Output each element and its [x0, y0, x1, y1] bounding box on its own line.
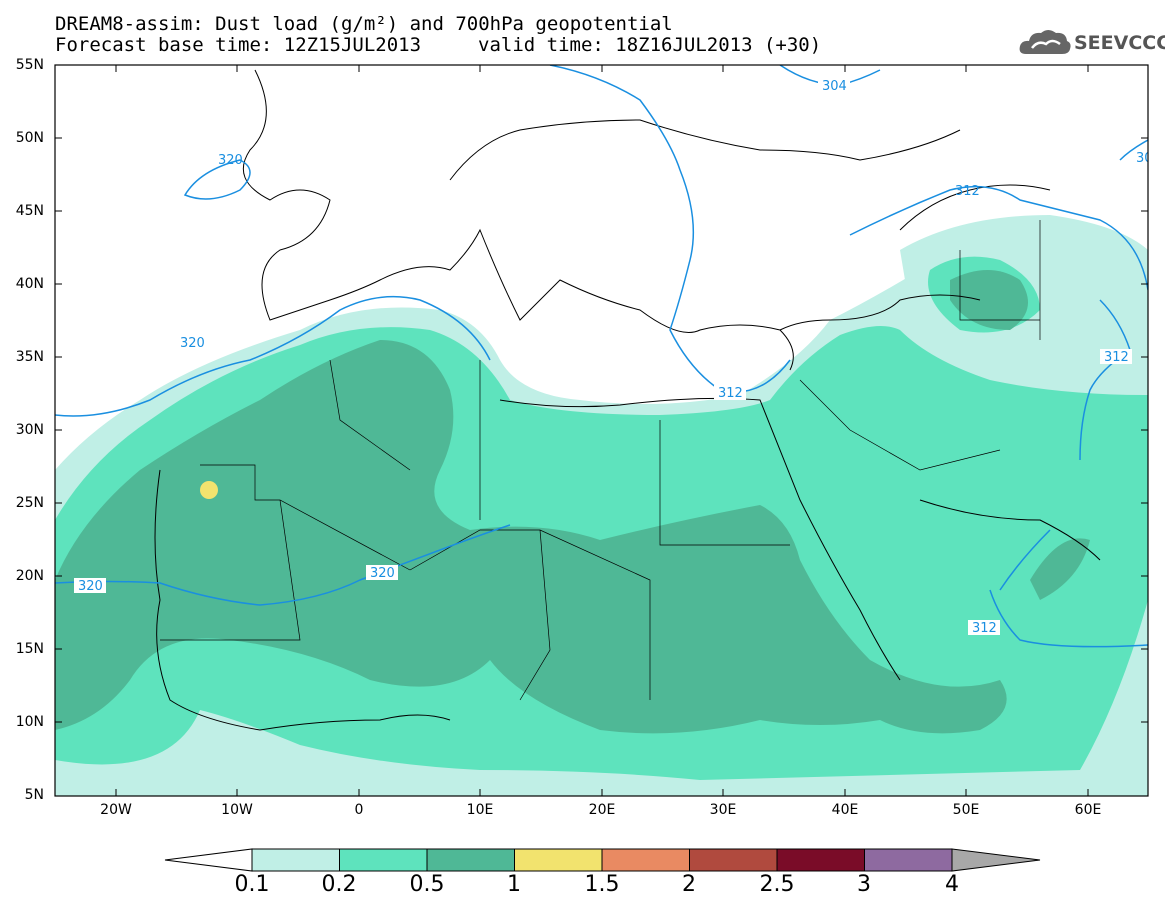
lon-tick-label: 30E [709, 802, 737, 818]
contour-label: 312 [955, 184, 980, 199]
colorbar-high-arrow [951, 848, 1041, 872]
lon-tick-label: 50E [952, 802, 980, 818]
lon-tick-label: 20W [100, 802, 132, 818]
colorbar-swatch [251, 848, 340, 872]
seevccc-logo: SEEVCCC [1018, 26, 1165, 58]
lat-tick-label: 35N [15, 349, 44, 365]
lon-tick-label: 20E [588, 802, 616, 818]
colorbar-label: 0.2 [321, 872, 357, 897]
lon-tick-label: 10W [221, 802, 253, 818]
colorbar-low-arrow [164, 848, 253, 872]
colorbar-label: 1 [507, 872, 521, 897]
contour-label: 320 [180, 336, 205, 351]
lat-tick-label: 45N [15, 203, 44, 219]
colorbar-label: 2.5 [759, 872, 795, 897]
geopotential-contours [55, 65, 1148, 648]
lon-tick-label: 0 [354, 802, 364, 818]
colorbar-label: 1.5 [584, 872, 620, 897]
lat-tick-label: 10N [15, 714, 44, 730]
colorbar-swatch [426, 848, 515, 872]
contour-label: 312 [972, 621, 997, 636]
dust-region-high-e [1030, 538, 1090, 600]
colorbar [164, 848, 1041, 872]
logo-text: SEEVCCC [1074, 32, 1165, 54]
lat-tick-label: 25N [15, 495, 44, 511]
dust-region-high [55, 340, 1007, 734]
lat-tick-label: 50N [15, 130, 44, 146]
colorbar-label: 4 [945, 872, 959, 897]
tick-marks [55, 64, 1148, 796]
contour-label: 320 [370, 566, 395, 581]
forecast-base-time: Forecast base time: 12Z15JUL2013 [55, 34, 422, 56]
lat-tick-label: 40N [15, 276, 44, 292]
lat-tick-label: 15N [15, 641, 44, 657]
colorbar-swatch [514, 848, 603, 872]
lon-tick-label: 10E [466, 802, 494, 818]
contour-label: 320 [78, 579, 103, 594]
coastlines [154, 69, 1101, 731]
lat-tick-label: 30N [15, 422, 44, 438]
contour-label: 312 [718, 386, 743, 401]
colorbar-swatch [339, 848, 428, 872]
colorbar-label: 2 [682, 872, 696, 897]
dust-region-high-ne [950, 270, 1028, 330]
valid-time: valid time: 18Z16JUL2013 (+30) [478, 34, 822, 56]
cloud-logo-icon [1019, 30, 1071, 54]
map-title: DREAM8-assim: Dust load (g/m²) and 700hP… [55, 13, 673, 35]
lon-tick-label: 40E [831, 802, 859, 818]
colorbar-swatch [601, 848, 690, 872]
contour-labels: 320 320 320 320 304 312 312 312 312 30 [74, 78, 1153, 636]
contour-label: 304 [822, 79, 847, 94]
lat-tick-label: 55N [15, 57, 44, 73]
colorbar-label: 0.1 [234, 872, 270, 897]
colorbar-swatch [864, 848, 953, 872]
colorbar-label: 3 [857, 872, 871, 897]
contour-label: 30 [1136, 151, 1153, 166]
colorbar-swatch [776, 848, 865, 872]
lat-tick-label: 5N [24, 787, 44, 803]
contour-label: 320 [218, 153, 243, 168]
dust-region-peak [200, 481, 218, 499]
contour-label: 312 [1104, 350, 1129, 365]
colorbar-swatch [689, 848, 778, 872]
lon-tick-label: 60E [1074, 802, 1102, 818]
lat-tick-label: 20N [15, 568, 44, 584]
colorbar-label: 0.5 [409, 872, 445, 897]
